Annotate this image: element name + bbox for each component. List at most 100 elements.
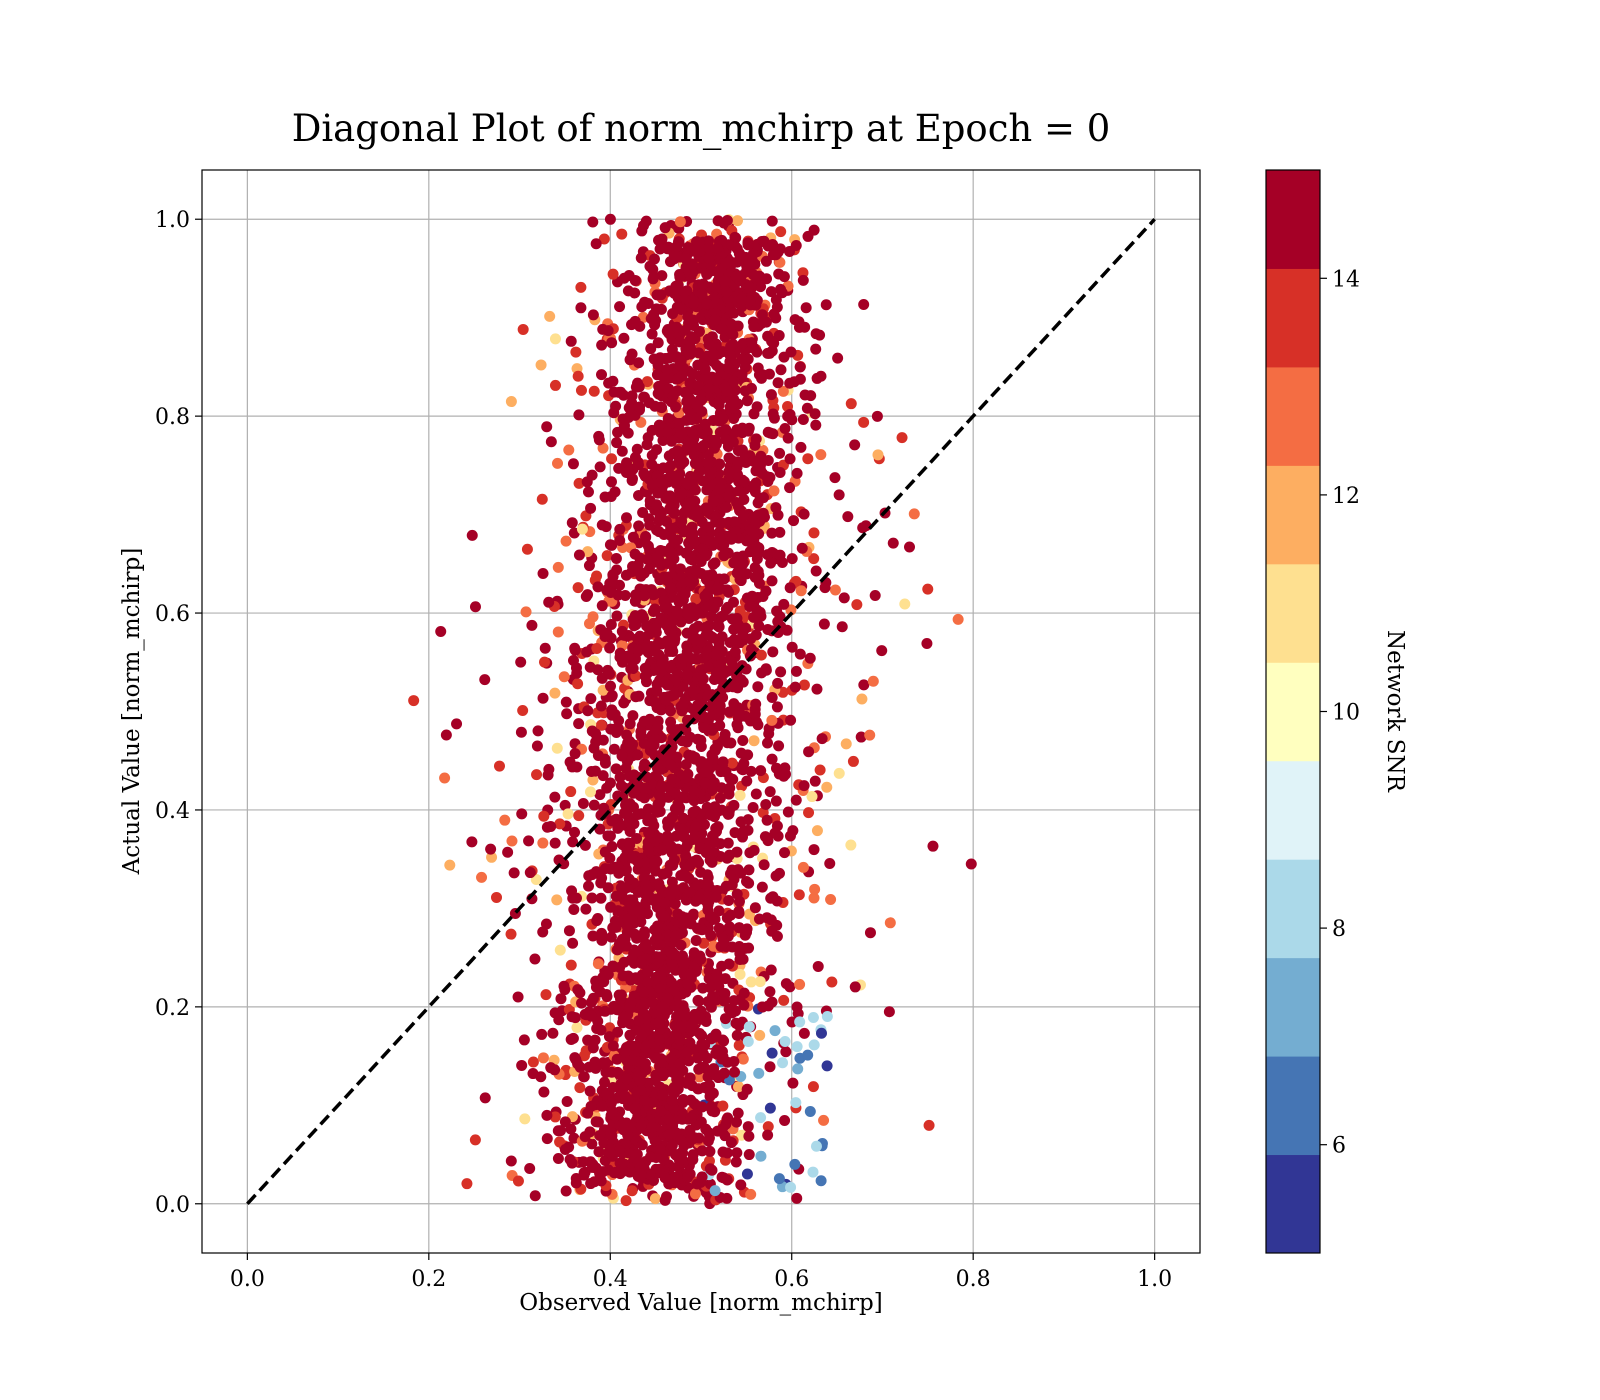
- scatter-point: [716, 631, 728, 643]
- scatter-point: [802, 230, 814, 242]
- scatter-point: [622, 922, 634, 934]
- scatter-point: [596, 1100, 608, 1112]
- scatter-point: [653, 789, 665, 801]
- scatter-point: [804, 652, 816, 664]
- scatter-point: [687, 806, 699, 818]
- scatter-point: [770, 502, 782, 514]
- scatter-point: [711, 242, 723, 254]
- scatter-point: [764, 1102, 776, 1114]
- scatter-point: [667, 390, 679, 402]
- colorbar-tick-label: 12: [1332, 484, 1360, 509]
- scatter-point: [573, 409, 585, 421]
- scatter-point: [766, 215, 778, 227]
- scatter-point: [654, 1034, 666, 1046]
- scatter-point: [521, 543, 533, 555]
- scatter-point: [728, 799, 740, 811]
- scatter-point: [596, 519, 608, 531]
- scatter-point: [736, 368, 748, 380]
- x-tick-label: 0.4: [593, 1267, 628, 1292]
- scatter-point: [775, 666, 787, 678]
- scatter-point: [608, 407, 620, 419]
- scatter-point: [606, 337, 618, 349]
- colorbar-tick-label: 6: [1332, 1134, 1346, 1159]
- scatter-point: [632, 749, 644, 761]
- scatter-point: [602, 882, 614, 894]
- scatter-point: [705, 1101, 717, 1113]
- scatter-point: [611, 610, 623, 622]
- scatter-point: [538, 810, 550, 822]
- scatter-point: [604, 213, 616, 225]
- scatter-point: [573, 549, 585, 561]
- scatter-point: [531, 740, 543, 752]
- scatter-point: [742, 1036, 754, 1048]
- scatter-point: [670, 930, 682, 942]
- scatter-point: [479, 1092, 491, 1104]
- scatter-point: [682, 1172, 694, 1184]
- scatter-point: [650, 552, 662, 564]
- scatter-point: [659, 1172, 671, 1184]
- scatter-point: [725, 340, 737, 352]
- scatter-point: [582, 589, 594, 601]
- scatter-point: [640, 857, 652, 869]
- scatter-point: [618, 332, 630, 344]
- scatter-point: [565, 959, 577, 971]
- scatter-point: [663, 1129, 675, 1141]
- scatter-point: [649, 319, 661, 331]
- scatter-point: [689, 1188, 701, 1200]
- scatter-point: [714, 659, 726, 671]
- scatter-point: [705, 809, 717, 821]
- scatter-point: [798, 679, 810, 691]
- scatter-point: [662, 992, 674, 1004]
- scatter-point: [591, 915, 603, 927]
- scatter-point: [743, 1149, 755, 1161]
- scatter-point: [664, 490, 676, 502]
- scatter-point: [566, 517, 578, 529]
- scatter-point: [685, 968, 697, 980]
- scatter-point: [567, 836, 579, 848]
- scatter-point: [597, 323, 609, 335]
- scatter-point: [741, 568, 753, 580]
- scatter-point: [655, 476, 667, 488]
- scatter-point: [724, 349, 736, 361]
- scatter-point: [663, 352, 675, 364]
- scatter-point: [743, 257, 755, 269]
- scatter-point: [606, 1106, 618, 1118]
- scatter-point: [560, 535, 572, 547]
- scatter-point: [825, 894, 837, 906]
- scatter-point: [766, 996, 778, 1008]
- scatter-point: [655, 704, 667, 716]
- scatter-point: [674, 1021, 686, 1033]
- scatter-point: [737, 1053, 749, 1065]
- scatter-point: [655, 507, 667, 519]
- scatter-point: [604, 1022, 616, 1034]
- scatter-point: [758, 492, 770, 504]
- scatter-point: [607, 1040, 619, 1052]
- scatter-point: [821, 1060, 833, 1072]
- scatter-point: [677, 699, 689, 711]
- scatter-point: [658, 372, 670, 384]
- scatter-point: [523, 835, 535, 847]
- scatter-point: [627, 614, 639, 626]
- scatter-point: [596, 339, 608, 351]
- scatter-point: [611, 1053, 623, 1065]
- scatter-point: [809, 408, 821, 420]
- scatter-point: [524, 867, 536, 879]
- scatter-point: [797, 413, 809, 425]
- scatter-point: [774, 526, 786, 538]
- scatter-point: [810, 419, 822, 431]
- scatter-point: [658, 617, 670, 629]
- scatter-point: [701, 759, 713, 771]
- scatter-point: [802, 453, 814, 465]
- scatter-point: [629, 928, 641, 940]
- scatter-point: [635, 1169, 647, 1181]
- scatter-point: [713, 922, 725, 934]
- scatter-point: [527, 1056, 539, 1068]
- scatter-point: [595, 719, 607, 731]
- scatter-point: [665, 705, 677, 717]
- scatter-point: [707, 414, 719, 426]
- scatter-point: [710, 891, 722, 903]
- colorbar-segment: [1266, 465, 1320, 565]
- scatter-point: [762, 455, 774, 467]
- scatter-point: [598, 233, 610, 245]
- scatter-point: [541, 421, 553, 433]
